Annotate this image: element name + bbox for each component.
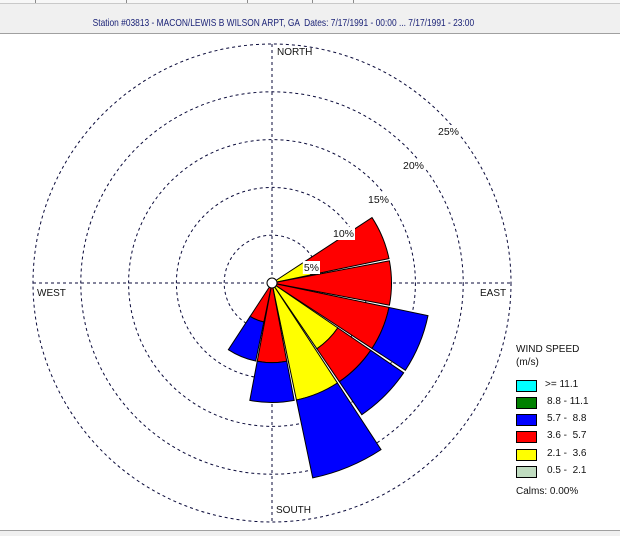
tab-separator xyxy=(353,0,354,3)
center-marker xyxy=(266,277,278,289)
legend-label: 8.8 - 11.1 xyxy=(547,396,589,407)
compass-south-label: SOUTH xyxy=(276,505,311,516)
legend-units: (m/s) xyxy=(516,357,539,368)
petals xyxy=(227,216,429,479)
svg-text:15%: 15% xyxy=(368,194,389,206)
legend-label: 5.7 - 8.8 xyxy=(547,413,587,424)
legend-label: 0.5 - 2.1 xyxy=(547,465,587,476)
legend-item: 5.7 - 8.8 xyxy=(516,413,606,426)
top-tab-strip xyxy=(0,0,620,4)
bottom-status-bar xyxy=(0,530,620,536)
plot-title: Station #03813 - MACON/LEWIS B WILSON AR… xyxy=(92,17,474,29)
legend-item: >= 11.1 xyxy=(516,379,606,392)
petal-segment-sse xyxy=(295,382,382,479)
legend-swatch xyxy=(516,431,537,443)
tab-separator xyxy=(312,0,313,3)
petal-segment-e xyxy=(271,260,392,306)
petal-segment-ssw xyxy=(227,315,265,362)
legend-item: 0.5 - 2.1 xyxy=(516,465,606,478)
legend-swatch xyxy=(516,397,537,409)
ring-label: 15% xyxy=(366,193,390,206)
legend-item: 8.8 - 11.1 xyxy=(516,396,606,409)
ring-labels: 5% 10% 15% 20% 25% xyxy=(302,125,460,274)
calms-label: Calms: 0.00% xyxy=(516,486,579,497)
legend-label: 3.6 - 5.7 xyxy=(547,430,587,441)
plot-header: Station #03813 - MACON/LEWIS B WILSON AR… xyxy=(0,4,620,34)
legend-label: 2.1 - 3.6 xyxy=(547,448,587,459)
compass-west-label: WEST xyxy=(37,288,66,299)
ring-label: 10% xyxy=(331,227,355,240)
petal-segment-se xyxy=(338,349,405,416)
ring-circle xyxy=(128,139,416,427)
petal-segment-s xyxy=(249,360,295,403)
legend-swatch xyxy=(516,414,537,426)
legend-swatch xyxy=(516,380,537,392)
title-wrap: Station #03813 - MACON/LEWIS B WILSON AR… xyxy=(0,13,566,31)
ring-label: 25% xyxy=(436,125,460,138)
compass-east-label: EAST xyxy=(480,288,507,299)
legend-item: 3.6 - 5.7 xyxy=(516,430,606,443)
petal-segment-ese xyxy=(371,306,429,371)
svg-text:10%: 10% xyxy=(333,228,354,240)
legend-swatch xyxy=(516,466,537,478)
calm-center-circle xyxy=(266,277,278,289)
tab-separator xyxy=(247,0,248,3)
svg-text:25%: 25% xyxy=(438,126,459,138)
ring-circle xyxy=(80,91,464,475)
legend-title: WIND SPEED xyxy=(516,344,580,355)
svg-text:5%: 5% xyxy=(304,262,319,274)
legend-swatch xyxy=(516,449,537,461)
svg-text:20%: 20% xyxy=(403,160,424,172)
tab-separator xyxy=(126,0,127,3)
legend-item: 2.1 - 3.6 xyxy=(516,448,606,461)
legend-label: >= 11.1 xyxy=(545,379,579,390)
ring-label: 5% xyxy=(302,261,320,274)
compass-north-label: NORTH xyxy=(277,47,313,58)
tab-separator xyxy=(35,0,36,3)
ring-label: 20% xyxy=(401,159,425,172)
